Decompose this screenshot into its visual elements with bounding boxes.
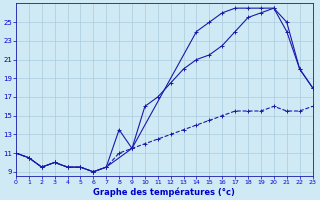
X-axis label: Graphe des températures (°c): Graphe des températures (°c) — [93, 187, 235, 197]
